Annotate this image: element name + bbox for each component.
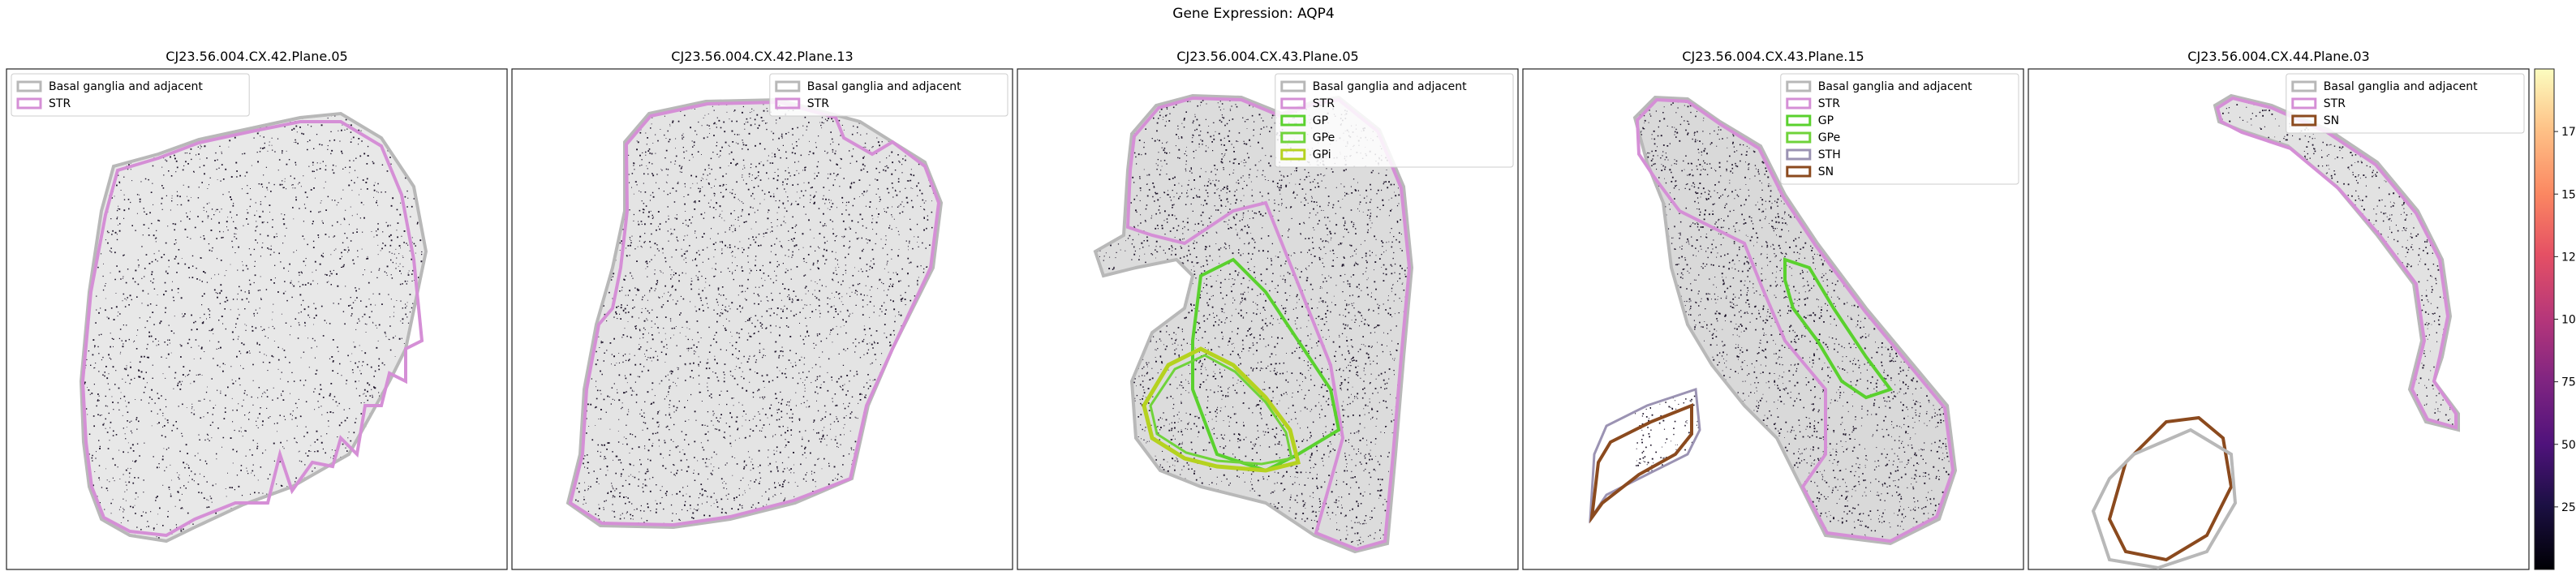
colorbar-tick-label: 100: [2561, 314, 2576, 327]
legend-label: GP: [1818, 114, 1834, 127]
legend-swatch: [1786, 165, 1812, 178]
outline-str: [1635, 97, 1955, 543]
legend-label: GPe: [1313, 131, 1335, 144]
legend-swatch: [1280, 131, 1306, 144]
legend: Basal ganglia and adjacent STR GP GPe GPi: [1275, 73, 1514, 168]
legend-label: STR: [807, 97, 829, 110]
colorbar-tick-label: 125: [2561, 251, 2576, 264]
legend: Basal ganglia and adjacent STR GP GPe STH SN: [1780, 73, 2019, 185]
legend-swatch: [16, 97, 42, 110]
outline-region: [1589, 403, 1693, 524]
legend-label: STR: [1313, 97, 1335, 110]
legend-label: GPi: [1313, 148, 1331, 161]
tissue-fill: [568, 100, 941, 527]
legend-swatch: [1280, 97, 1306, 110]
colorbar-tick-label: 50: [2561, 439, 2576, 452]
legend: Basal ganglia and adjacent STR SN: [2286, 73, 2525, 134]
outline-str: [80, 120, 424, 538]
colorbar-gradient: [2534, 68, 2555, 570]
panel-title: CJ23.56.004.CX.42.Plane.13: [671, 49, 853, 64]
figure-title: Gene Expression: AQP4: [1172, 6, 1334, 22]
outline-str: [2215, 96, 2458, 430]
legend-swatch: [775, 97, 801, 110]
panel-title: CJ23.56.004.CX.44.Plane.03: [2187, 49, 2369, 64]
outline-str: [568, 100, 941, 527]
colorbar-tick-label: 75: [2561, 376, 2576, 389]
legend-swatch: [1280, 148, 1306, 161]
outline-basal-ganglia: [79, 111, 428, 543]
legend-swatch: [2291, 80, 2317, 92]
outline-basal-ganglia: [1632, 95, 1958, 546]
legend-box: [11, 73, 250, 117]
legend-swatch: [1786, 148, 1812, 161]
legend-swatch: [1280, 114, 1306, 127]
legend-label: Basal ganglia and adjacent: [49, 80, 203, 93]
legend-swatch: [775, 80, 801, 92]
legend-label: Basal ganglia and adjacent: [807, 80, 961, 93]
panel-title: CJ23.56.004.CX.42.Plane.05: [166, 49, 347, 64]
panel-1: CJ23.56.004.CX.42.Plane.05 Basal ganglia …: [6, 49, 508, 570]
legend-swatch: [2291, 97, 2317, 110]
legend-label: Basal ganglia and adjacent: [2324, 80, 2478, 93]
legend: Basal ganglia and adjacent STR: [769, 73, 1008, 117]
legend-swatch: [2291, 114, 2317, 127]
legend-label: SN: [2324, 114, 2339, 127]
legend-label: GP: [1313, 114, 1328, 127]
legend: Basal ganglia and adjacent STR: [11, 73, 250, 117]
expression-dot-cloud: [81, 115, 423, 539]
colorbar-tick-label: 175: [2561, 126, 2576, 139]
legend-swatch: [1280, 80, 1306, 92]
outline-region: [1142, 346, 1301, 473]
tissue-fill: [1635, 97, 1955, 543]
panel-title: CJ23.56.004.CX.43.Plane.05: [1176, 49, 1358, 64]
outline-region: [1149, 354, 1293, 466]
expression-dots: [574, 101, 939, 526]
tissue-fill: [1095, 96, 1412, 552]
legend-swatch: [1786, 114, 1812, 127]
colorbar-tick-label: 150: [2561, 188, 2576, 201]
tissue-fill: [81, 114, 426, 541]
panel-2: CJ23.56.004.CX.42.Plane.13 Basal ganglia …: [511, 49, 1013, 570]
outline-region: [1191, 257, 1341, 473]
legend-swatch: [1786, 97, 1812, 110]
legend-box: [769, 73, 1008, 117]
outline-region: [2107, 415, 2234, 562]
legend-label: STR: [1818, 97, 1840, 110]
expression-dots: [81, 115, 423, 539]
legend-label: GPe: [1818, 131, 1840, 144]
legend-swatch: [16, 80, 42, 92]
outline-region: [2091, 427, 2238, 570]
legend-label: STR: [49, 97, 71, 110]
legend-label: Basal ganglia and adjacent: [1313, 80, 1467, 93]
legend-label: STH: [1818, 148, 1841, 161]
colorbar: 255075100125150175Raw Counts: [2534, 68, 2576, 570]
legend-label: SN: [1818, 165, 1834, 178]
outline-region: [1783, 257, 1894, 400]
legend-box: [1780, 73, 2019, 185]
panel-title: CJ23.56.004.CX.43.Plane.15: [1682, 49, 1864, 64]
panel-4: CJ23.56.004.CX.43.Plane.15 Basal ganglia …: [1522, 49, 2024, 570]
legend-label: STR: [2324, 97, 2346, 110]
expression-dot-cloud: [574, 101, 939, 526]
panel-5: CJ23.56.004.CX.44.Plane.03 Basal ganglia …: [2028, 49, 2530, 570]
legend-swatch: [1786, 131, 1812, 144]
legend-swatch: [1786, 80, 1812, 92]
legend-label: Basal ganglia and adjacent: [1818, 80, 1972, 93]
panel-3: CJ23.56.004.CX.43.Plane.05 Basal ganglia …: [1017, 49, 1519, 570]
legend-box: [2286, 73, 2525, 134]
colorbar-tick-label: 25: [2561, 501, 2576, 514]
legend-box: [1275, 73, 1514, 168]
